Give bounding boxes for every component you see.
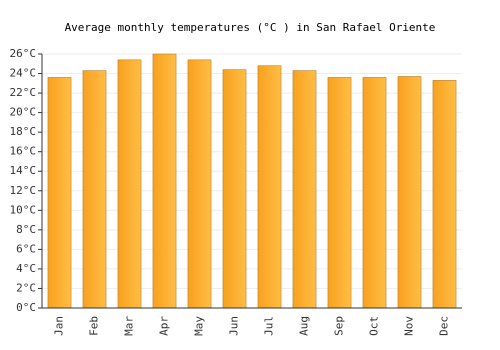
bar: [257, 65, 282, 309]
bar: [117, 59, 142, 309]
y-tick-label: 22°C: [10, 86, 37, 99]
bar: [47, 77, 72, 309]
bar: [327, 77, 352, 309]
x-tick-label: Sep: [333, 316, 346, 336]
y-tick-label: 8°C: [16, 223, 36, 236]
y-tick-label: 24°C: [10, 67, 37, 80]
bar: [432, 80, 457, 309]
y-tick-label: 16°C: [10, 145, 37, 158]
x-tick-label: Jan: [53, 316, 66, 336]
x-tick-label: Jul: [263, 316, 276, 336]
bar: [222, 69, 247, 309]
y-tick-label: 4°C: [16, 262, 36, 275]
y-tick-label: 0°C: [16, 301, 36, 314]
x-tick-label: Dec: [438, 316, 451, 336]
bar: [187, 59, 212, 309]
x-tick-label: Feb: [88, 316, 101, 336]
y-tick-label: 26°C: [10, 47, 37, 60]
y-tick-label: 12°C: [10, 184, 37, 197]
chart-title: Average monthly temperatures (°C ) in Sa…: [65, 21, 436, 34]
y-tick-label: 10°C: [10, 203, 37, 216]
bar: [292, 70, 317, 309]
x-tick-label: Nov: [403, 316, 416, 336]
y-tick-label: 14°C: [10, 164, 37, 177]
y-tick-label: 2°C: [16, 281, 36, 294]
y-tick-label: 20°C: [10, 106, 37, 119]
x-tick-label: Mar: [123, 316, 136, 336]
x-tick-label: Apr: [158, 316, 171, 336]
y-tick-label: 6°C: [16, 242, 36, 255]
y-tick-label: 18°C: [10, 125, 37, 138]
x-tick-label: Aug: [298, 316, 311, 336]
bar: [397, 76, 422, 309]
bar: [152, 53, 177, 309]
bar: [362, 77, 387, 309]
x-tick-label: Oct: [368, 316, 381, 336]
x-tick-label: May: [193, 316, 206, 336]
bar: [82, 70, 107, 309]
x-tick-label: Jun: [228, 316, 241, 336]
